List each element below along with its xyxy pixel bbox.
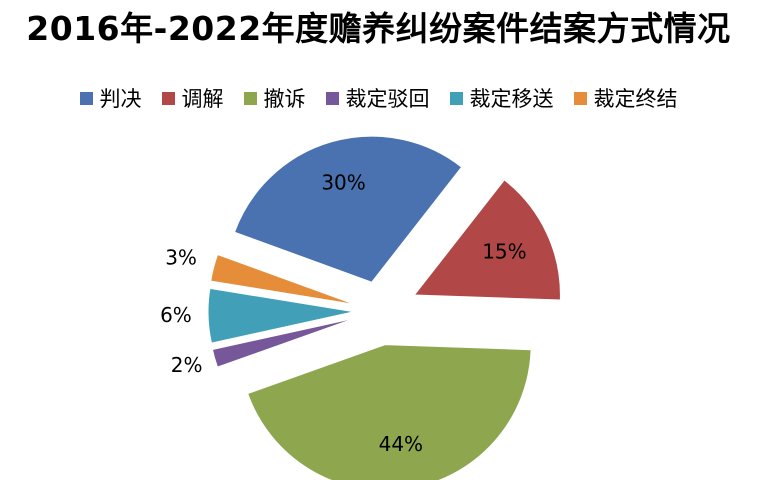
pie-slice-withdrawal bbox=[247, 344, 532, 480]
pie-slice-judgment bbox=[233, 135, 463, 283]
legend: 判决 调解 撤诉 裁定驳回 裁定移送 裁定终结 bbox=[0, 83, 757, 113]
chart-title: 2016年-2022年度赡养纠纷案件结案方式情况 bbox=[26, 9, 731, 48]
pie-slice-ruling-transfer bbox=[207, 287, 355, 344]
data-label-withdrawal: 44% bbox=[379, 432, 423, 456]
legend-label: 判决 bbox=[99, 87, 142, 111]
legend-swatch bbox=[325, 91, 339, 105]
legend-item-withdrawal: 撤诉 bbox=[243, 83, 306, 113]
legend-label: 裁定移送 bbox=[469, 87, 554, 111]
data-label-judgment: 30% bbox=[321, 170, 365, 194]
data-label-ruling-dismissal: 2% bbox=[171, 353, 203, 377]
legend-label: 裁定终结 bbox=[593, 87, 678, 111]
legend-swatch bbox=[449, 91, 463, 105]
data-label-mediation: 15% bbox=[482, 239, 526, 263]
legend-item-mediation: 调解 bbox=[161, 83, 224, 113]
pie-slice-ruling-dismissal bbox=[211, 317, 356, 368]
pie-slice-ruling-termination bbox=[210, 253, 356, 305]
data-label-ruling-termination: 3% bbox=[165, 246, 197, 270]
legend-swatch bbox=[79, 91, 93, 105]
legend-swatch bbox=[243, 91, 257, 105]
legend-item-ruling-transfer: 裁定移送 bbox=[449, 83, 554, 113]
legend-label: 裁定驳回 bbox=[345, 87, 430, 111]
legend-swatch bbox=[573, 91, 587, 105]
legend-item-ruling-termination: 裁定终结 bbox=[573, 83, 678, 113]
data-label-ruling-transfer: 6% bbox=[160, 303, 192, 327]
legend-label: 撤诉 bbox=[263, 87, 306, 111]
legend-item-ruling-dismissal: 裁定驳回 bbox=[325, 83, 430, 113]
legend-swatch bbox=[161, 91, 175, 105]
legend-item-judgment: 判决 bbox=[79, 83, 142, 113]
legend-label: 调解 bbox=[181, 87, 224, 111]
pie-slice-mediation bbox=[413, 179, 561, 301]
